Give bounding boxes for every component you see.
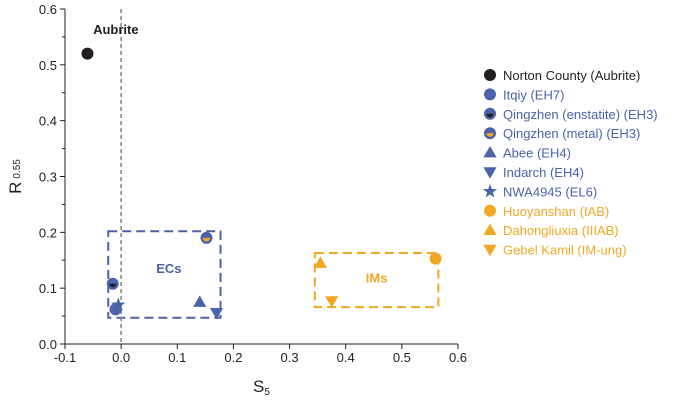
annotation-ecs: ECs xyxy=(156,261,181,276)
y-tick-label: 0.3 xyxy=(39,170,57,185)
y-tick-label: 0.1 xyxy=(39,281,57,296)
legend-item: Qingzhen (enstatite) (EH3) xyxy=(484,107,658,122)
data-point xyxy=(81,47,94,60)
legend-label: Dahongliuxia (IIIAB) xyxy=(503,223,619,238)
x-tick-label: 0.4 xyxy=(337,350,355,365)
legend-label: NWA4945 (EL6) xyxy=(503,184,597,199)
legend-item: Itqiy (EH7) xyxy=(484,87,564,102)
legend-marker xyxy=(483,145,497,158)
marker-inner-half xyxy=(202,237,211,242)
legend-marker xyxy=(484,69,496,81)
legend-marker xyxy=(484,107,496,120)
legend-item: Indarch (EH4) xyxy=(483,165,584,180)
data-point xyxy=(313,256,328,268)
legend-marker xyxy=(482,183,498,198)
x-tick-label: 0.6 xyxy=(449,350,467,365)
legend-marker xyxy=(483,223,497,235)
y-tick-label: 0.2 xyxy=(39,225,57,240)
legend-label: Norton County (Aubrite) xyxy=(503,68,640,83)
legend-label: Huoyanshan (IAB) xyxy=(503,204,609,219)
data-point xyxy=(429,252,442,265)
legend-item: NWA4945 (EL6) xyxy=(482,183,597,199)
legend-item: Norton County (Aubrite) xyxy=(484,68,640,83)
legend-label: Indarch (EH4) xyxy=(503,165,584,180)
y-tick-label: 0.4 xyxy=(39,114,57,129)
y-tick-label: 0.6 xyxy=(39,2,57,17)
y-tick-label: 0.0 xyxy=(39,337,57,352)
legend-item: Huoyanshan (IAB) xyxy=(484,204,609,219)
legend-item: Abee (EH4) xyxy=(483,146,571,161)
annotation-aubrite: Aubrite xyxy=(93,22,139,37)
group-box-ecs xyxy=(107,230,222,319)
x-tick-label: 0.3 xyxy=(281,350,299,365)
legend-item: Gebel Kamil (IM-ung) xyxy=(483,243,627,258)
legend-marker xyxy=(484,88,496,101)
y-tick-label: 0.5 xyxy=(39,58,57,73)
legend-label: Qingzhen (metal) (EH3) xyxy=(503,126,640,141)
marker-inner-half xyxy=(109,283,117,288)
legend-item: Qingzhen (metal) (EH3) xyxy=(484,126,640,141)
legend-label: Qingzhen (enstatite) (EH3) xyxy=(503,107,658,122)
legend-marker xyxy=(484,127,496,140)
x-axis-title: S5 xyxy=(253,377,270,398)
data-point xyxy=(325,296,339,308)
annotation-ims: IMs xyxy=(366,271,388,286)
legend-marker xyxy=(483,167,497,179)
legend-marker xyxy=(484,204,496,217)
legend-label: Gebel Kamil (IM-ung) xyxy=(503,243,627,258)
legend-item: Dahongliuxia (IIIAB) xyxy=(483,223,619,238)
x-tick-label: 0.0 xyxy=(112,350,130,365)
x-tick-label: 0.1 xyxy=(168,350,186,365)
data-point xyxy=(200,231,213,244)
marker-inner-half xyxy=(486,113,494,118)
legend-marker xyxy=(483,244,497,257)
data-point xyxy=(106,277,119,290)
data-point xyxy=(209,307,224,320)
x-tick-label: -0.1 xyxy=(54,350,76,365)
legend-label: Abee (EH4) xyxy=(503,146,571,161)
legend-label: Itqiy (EH7) xyxy=(503,87,564,102)
y-axis-title: R0.55 xyxy=(6,159,25,194)
x-tick-label: 0.2 xyxy=(224,350,242,365)
x-tick-label: 0.5 xyxy=(393,350,411,365)
marker-inner-half xyxy=(486,133,494,137)
group-box-ims xyxy=(313,251,440,309)
data-point xyxy=(193,295,207,307)
data-point xyxy=(111,297,126,311)
